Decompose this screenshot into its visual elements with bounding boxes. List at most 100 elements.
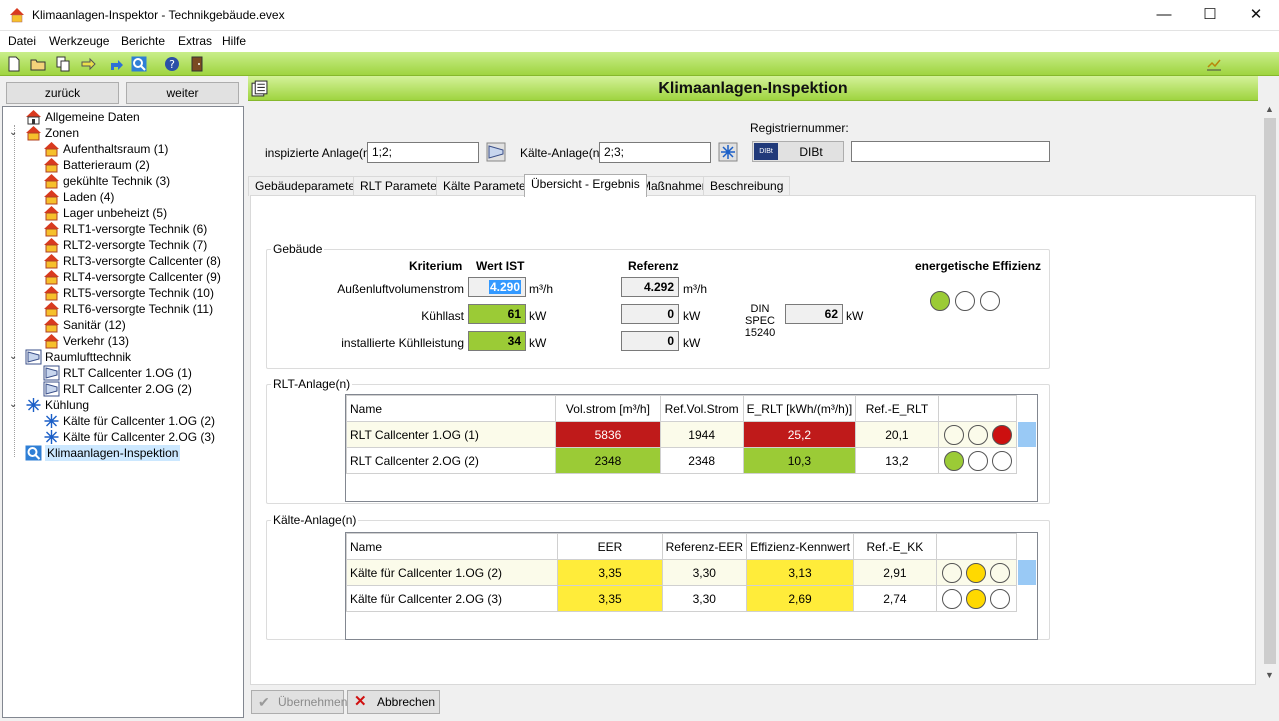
chevron-down-icon[interactable]: ⌄: [9, 399, 18, 410]
close-button[interactable]: ✕: [1249, 6, 1263, 23]
chevron-down-icon[interactable]: ⌄: [9, 351, 18, 362]
cooling-col-rating: [935, 533, 1018, 560]
search-inspect-icon[interactable]: [131, 56, 147, 72]
zone-icon: [44, 302, 59, 317]
maximize-button[interactable]: ☐: [1203, 6, 1217, 23]
scroll-up-icon[interactable]: ▲: [1265, 104, 1274, 114]
rlt-group: [266, 384, 1050, 504]
dibt-button[interactable]: DIBt DIBt: [752, 141, 844, 162]
minimize-button[interactable]: —: [1156, 6, 1172, 23]
cooling-row2-ref-eer: 3,30: [661, 585, 748, 612]
rlt2-green-light: [943, 451, 964, 471]
tree-item-label: RLT1-versorgte Technik (6): [63, 222, 208, 236]
actual-value-header: Wert IST: [476, 259, 525, 273]
print-report-icon[interactable]: [251, 80, 268, 97]
building-rating-yellow-light: [955, 291, 975, 311]
rlt2-red-light: [991, 451, 1012, 471]
tree-item-label: Allgemeine Daten: [45, 110, 140, 124]
cooling1-red-light: [989, 563, 1010, 583]
back-button[interactable]: zurück: [6, 82, 119, 104]
tab-kaelte-parameter[interactable]: Kälte Parameter: [436, 176, 537, 196]
outdoor-airflow-label: Außenluftvolumenstrom: [337, 282, 464, 296]
rlt-header-row: Name Vol.strom [m³/h] Ref.Vol.Strom E_RL…: [345, 395, 1018, 422]
tree-item-label: gekühlte Technik (3): [63, 174, 171, 188]
copy-icon[interactable]: [55, 56, 71, 72]
menu-hilfe[interactable]: Hilfe: [222, 34, 247, 48]
installed-cooling-ref-unit: kW: [683, 336, 701, 350]
toolbar: ?: [0, 52, 1279, 76]
registration-number-input[interactable]: [851, 141, 1050, 162]
cooling2-yellow-light: [965, 589, 986, 609]
outdoor-airflow-input[interactable]: 4.290: [468, 277, 526, 297]
tab-uebersicht-ergebnis[interactable]: Übersicht - Ergebnis: [524, 174, 647, 197]
menu-werkzeuge[interactable]: Werkzeuge: [49, 34, 110, 48]
rlt-row1-name: RLT Callcenter 1.OG (1): [345, 421, 557, 448]
zone-icon: [44, 238, 59, 253]
registration-label: Registriernummer:: [750, 121, 849, 135]
redo-arrow-icon[interactable]: [108, 56, 124, 72]
rlt-row2-ref-volume: 2348: [659, 447, 744, 474]
snowflake-icon: [26, 398, 41, 412]
scroll-down-icon[interactable]: ▼: [1265, 670, 1274, 680]
open-folder-icon[interactable]: [30, 56, 46, 72]
cooling-row-selector[interactable]: [1018, 560, 1036, 585]
din-spec-unit: kW: [846, 309, 864, 323]
cooling-load-label: Kühllast: [421, 309, 464, 323]
rlt-row1-ref-volume: 1944: [659, 421, 744, 448]
cooling-row1-eer: 3,35: [557, 559, 663, 586]
zone-icon: [44, 270, 59, 285]
tree-item-label: Sanitär (12): [63, 318, 126, 332]
menu-datei[interactable]: Datei: [8, 34, 37, 48]
vertical-scrollbar[interactable]: ▲ ▼: [1262, 102, 1278, 685]
rlt-row1-ref-e: 20,1: [855, 421, 939, 448]
cooling1-yellow-light: [965, 563, 986, 583]
tree-item-label: Kälte für Callcenter 2.OG (3): [63, 430, 216, 444]
menu-berichte[interactable]: Berichte: [121, 34, 166, 48]
rlt1-yellow-light: [967, 425, 988, 445]
cooling-row2-eer: 3,35: [557, 585, 663, 612]
tab-beschreibung[interactable]: Beschreibung: [703, 176, 791, 196]
zone-icon: [44, 318, 59, 333]
exit-door-icon[interactable]: [189, 56, 205, 72]
cooling-row1-name: Kälte für Callcenter 1.OG (2): [345, 559, 559, 586]
menu-extras[interactable]: Extras: [178, 34, 213, 48]
din-spec-label: DIN SPEC 15240: [735, 303, 785, 339]
snowflake-select-icon[interactable]: [718, 142, 738, 162]
cooling-load-value: 61: [468, 304, 526, 324]
zone-icon: [44, 190, 59, 205]
cancel-button[interactable]: ✕ Abbrechen: [347, 690, 440, 714]
chevron-down-icon[interactable]: ⌄: [9, 127, 18, 138]
chart-trend-icon[interactable]: [1206, 56, 1222, 72]
table-row[interactable]: RLT Callcenter 2.OG (2) 2348 2348 10,3 1…: [345, 447, 1018, 474]
inspected-system-input[interactable]: 1;2;: [367, 142, 479, 163]
zone-icon: [44, 222, 59, 237]
cooling-system-input[interactable]: 2;3;: [599, 142, 711, 163]
rlt-row-selector[interactable]: [1018, 422, 1036, 447]
rlt-col-volume: Vol.strom [m³/h]: [555, 395, 661, 422]
tab-rlt-parameter[interactable]: RLT Parameter: [353, 176, 448, 196]
rlt-row2-e-rlt: 10,3: [742, 447, 857, 474]
tree-item-label: RLT2-versorgte Technik (7): [63, 238, 208, 252]
apply-button[interactable]: ✔ Übernehmen: [251, 690, 347, 714]
rlt1-green-light: [943, 425, 964, 445]
table-row[interactable]: Kälte für Callcenter 1.OG (2) 3,35 3,30 …: [345, 559, 1018, 586]
snowflake-icon: [44, 414, 59, 428]
tab-gebaeudeparameter[interactable]: Gebäudeparameter: [248, 176, 367, 196]
project-tree: Allgemeine Daten Zonen ⌄ Aufenthaltsraum (1…: [2, 106, 244, 718]
table-row[interactable]: Kälte für Callcenter 2.OG (3) 3,35 3,30 …: [345, 585, 1018, 612]
new-file-icon[interactable]: [6, 56, 22, 72]
import-icon[interactable]: [80, 56, 96, 72]
rlt-icon: [43, 381, 60, 397]
tree-guide-lines: [14, 125, 15, 457]
rlt-row1-e-rlt: 25,2: [742, 421, 857, 448]
cooling-col-ref-eer: Referenz-EER: [661, 533, 748, 560]
forward-button[interactable]: weiter: [126, 82, 239, 104]
rlt-select-icon[interactable]: [486, 142, 506, 162]
cooling-row2-ref-e: 2,74: [852, 585, 937, 612]
din-spec-value: 62: [785, 304, 843, 324]
tree-item-label: RLT Callcenter 1.OG (1): [63, 366, 192, 380]
scroll-thumb[interactable]: [1264, 118, 1276, 664]
cooling-load-unit: kW: [529, 309, 547, 323]
table-row[interactable]: RLT Callcenter 1.OG (1) 5836 1944 25,2 2…: [345, 421, 1018, 448]
help-icon[interactable]: ?: [164, 56, 180, 72]
